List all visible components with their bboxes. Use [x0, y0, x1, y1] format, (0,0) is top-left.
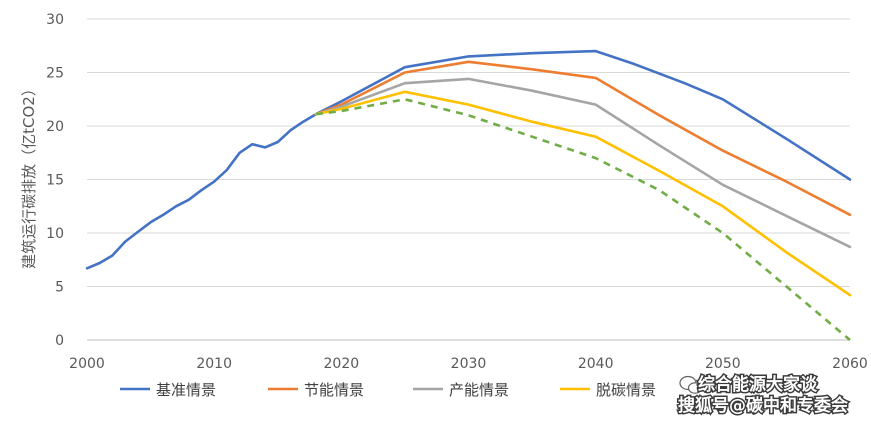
x-tick-label: 2030 — [451, 356, 487, 372]
legend-label: 节能情景 — [304, 381, 364, 399]
watermark-line2: 搜狐号@碳中和专委会 — [678, 395, 848, 416]
y-tick-label: 15 — [46, 173, 64, 189]
watermark-line1: 综合能源大家谈 — [698, 374, 818, 395]
y-axis-label: 建筑运行碳排放（亿tCO2） — [20, 81, 38, 269]
x-tick-label: 2050 — [705, 356, 741, 372]
gridlines — [87, 18, 850, 341]
wechat-icon — [679, 375, 703, 394]
y-tick-label: 5 — [55, 280, 64, 296]
y-tick-label: 20 — [46, 119, 64, 135]
legend-label: 脱碳情景 — [596, 381, 656, 399]
series-line-2 — [314, 60, 852, 217]
series-line-5 — [315, 98, 851, 341]
x-tick-label: 2020 — [324, 356, 360, 372]
legend-label: 基准情景 — [156, 381, 216, 399]
series-line-3 — [314, 77, 852, 249]
x-axis-ticks: 2000 2010 2020 2030 2040 2050 2060 — [69, 356, 868, 372]
x-tick-label: 2060 — [832, 356, 868, 372]
y-axis-ticks: 0 5 10 15 20 25 30 — [46, 12, 64, 349]
x-tick-label: 2000 — [69, 356, 105, 372]
legend-label: 产能情景 — [449, 381, 509, 399]
y-tick-label: 30 — [46, 12, 64, 28]
series-lines — [85, 49, 852, 341]
watermark: 综合能源大家谈 搜狐号@碳中和专委会 — [677, 373, 850, 418]
x-tick-label: 2040 — [578, 356, 614, 372]
series-line-1 — [85, 49, 852, 270]
series-line-4 — [314, 90, 852, 297]
y-tick-label: 10 — [46, 226, 64, 242]
x-tick-label: 2010 — [196, 356, 232, 372]
y-tick-label: 25 — [46, 66, 64, 82]
y-tick-label: 0 — [55, 333, 64, 349]
legend: 基准情景 节能情景 产能情景 脱碳情景 — [120, 381, 656, 399]
